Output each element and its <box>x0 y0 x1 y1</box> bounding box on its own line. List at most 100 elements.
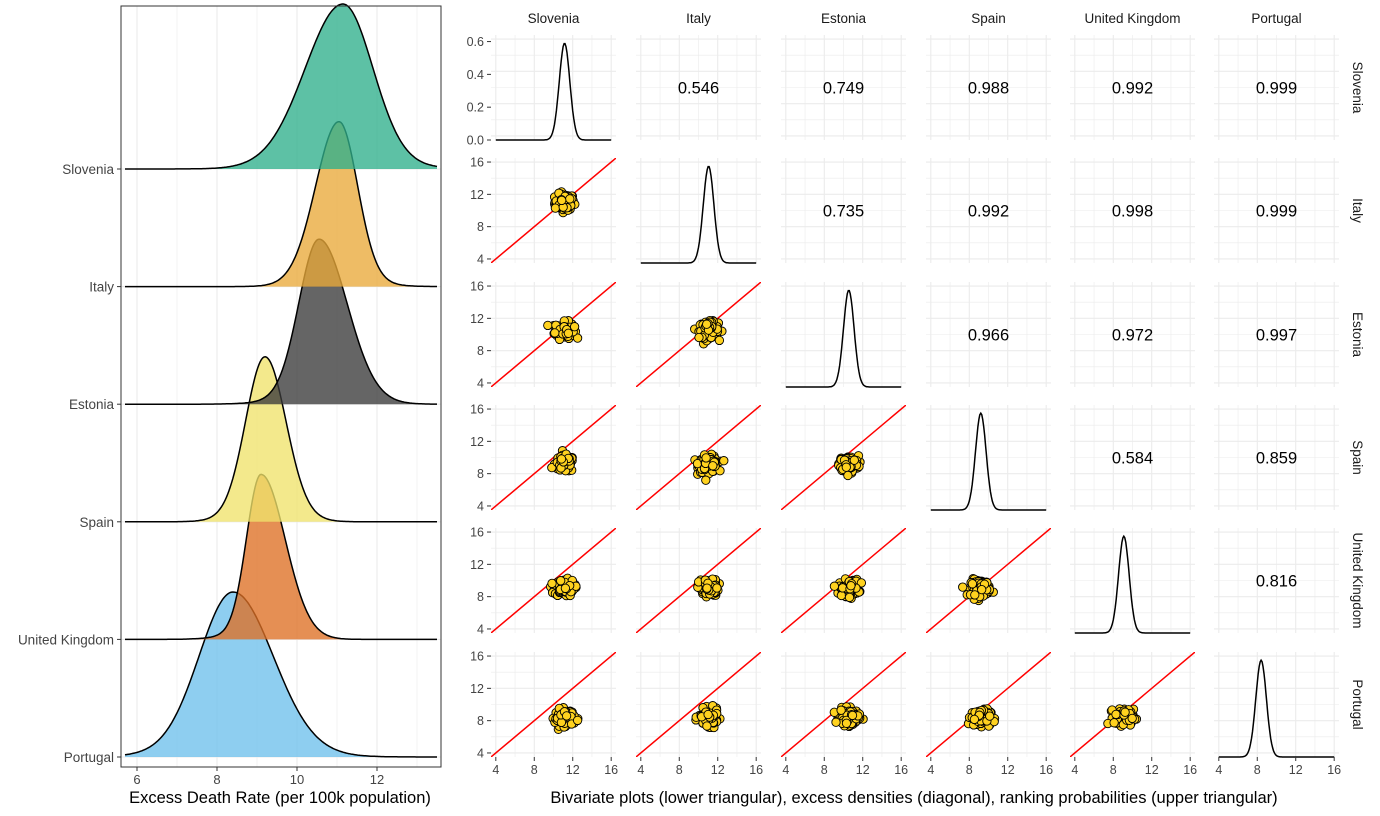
scatter-y-tick-label: 16 <box>470 156 484 170</box>
scatter-x-tick-label: 8 <box>676 763 683 777</box>
ridgeline-category-label-spain: Spain <box>79 515 114 530</box>
ridgeline-x-tick-label: 12 <box>370 772 384 787</box>
scatter-point <box>702 319 712 329</box>
density-curve-estonia <box>785 289 902 388</box>
scatter-point <box>694 332 704 343</box>
scatter-y-tick-label: 16 <box>470 650 484 664</box>
panel-united-kingdom-italy <box>636 528 761 633</box>
scatter-point <box>708 461 718 471</box>
scatter-point <box>701 475 711 485</box>
panel-united-kingdom-estonia <box>781 528 906 633</box>
density-curve-spain <box>930 411 1047 511</box>
scatter-y-tick-label: 12 <box>470 188 484 202</box>
ridge-area-estonia <box>125 239 437 405</box>
reference-line-y-equals-x <box>491 652 616 757</box>
row-strip-label-estonia: Estonia <box>1350 312 1365 358</box>
row-strip-label-portugal: Portugal <box>1350 679 1365 729</box>
ranking-probability-label: 0.816 <box>1256 573 1297 591</box>
ranking-probability-label: 0.998 <box>1112 203 1153 221</box>
scatter-point <box>958 582 968 592</box>
scatter-x-tick-label: 12 <box>1145 763 1159 777</box>
scatter-point <box>701 453 711 463</box>
panel-italy-italy <box>636 158 761 264</box>
scatter-x-tick-label: 12 <box>1001 763 1015 777</box>
panel-slovenia-slovenia <box>491 35 616 141</box>
scatter-x-tick-label: 8 <box>531 763 538 777</box>
ridgeline-category-label-portugal: Portugal <box>64 750 114 765</box>
scatter-point <box>967 579 978 589</box>
column-strip-label-slovenia: Slovenia <box>528 11 580 26</box>
scatter-point <box>843 470 853 481</box>
scatter-x-tick-label: 4 <box>492 763 499 777</box>
scatter-x-tick-label: 4 <box>1215 763 1222 777</box>
panel-estonia-estonia <box>781 282 906 388</box>
panel-italy-spain: 0.992 <box>926 158 1051 263</box>
scatter-y-tick-label: 12 <box>470 312 484 326</box>
density-y-tick-label: 0.6 <box>467 35 484 49</box>
scatter-point <box>703 709 713 720</box>
scatter-point <box>563 328 574 338</box>
density-y-tick-label: 0.0 <box>467 134 484 148</box>
scatter-point <box>970 590 980 600</box>
scatter-y-tick-label: 8 <box>477 220 484 234</box>
ranking-probability-label: 0.584 <box>1112 450 1153 468</box>
ridgeline-x-axis-label: Excess Death Rate (per 100k population) <box>129 789 431 807</box>
scatter-x-tick-label: 4 <box>782 763 789 777</box>
panel-portugal-portugal <box>1214 652 1339 758</box>
scatter-point <box>702 721 712 731</box>
ranking-probability-label: 0.988 <box>968 80 1009 98</box>
panel-portugal-slovenia <box>491 652 616 757</box>
scatter-x-tick-label: 12 <box>566 763 580 777</box>
scatter-x-tick-label: 8 <box>1254 763 1261 777</box>
panel-united-kingdom-portugal: 0.816 <box>1214 528 1339 633</box>
scatter-point <box>719 456 729 466</box>
panel-united-kingdom-slovenia <box>491 528 616 633</box>
ridge-line-united-kingdom <box>125 473 437 641</box>
scatter-point <box>836 705 846 715</box>
scatter-y-tick-label: 12 <box>470 558 484 572</box>
panel-portugal-united-kingdom <box>1070 652 1195 757</box>
scatter-y-tick-label: 12 <box>470 682 484 696</box>
panel-estonia-italy <box>636 282 761 387</box>
scatter-point <box>572 333 583 343</box>
panel-spain-estonia <box>781 405 906 510</box>
ranking-probability-label: 0.992 <box>968 203 1009 221</box>
scatter-point <box>847 710 858 721</box>
scatter-y-tick-label: 16 <box>470 280 484 294</box>
ridge-line-italy <box>125 120 437 288</box>
scatter-point <box>831 717 841 727</box>
scatter-x-tick-label: 4 <box>637 763 644 777</box>
row-strip-label-spain: Spain <box>1350 440 1365 475</box>
ridge-line-estonia <box>125 238 437 405</box>
scatter-y-tick-label: 8 <box>477 467 484 481</box>
panel-estonia-united-kingdom: 0.972 <box>1070 282 1195 387</box>
scatter-x-tick-label: 12 <box>856 763 870 777</box>
ranking-probability-label: 0.749 <box>823 80 864 98</box>
scatter-point <box>841 462 851 472</box>
scatter-y-tick-label: 4 <box>477 499 484 513</box>
ridge-area-slovenia <box>125 4 437 169</box>
scatter-point <box>565 194 575 204</box>
panel-slovenia-estonia: 0.749 <box>781 35 906 140</box>
scatter-point <box>712 583 722 593</box>
scatter-point <box>846 581 856 591</box>
panel-slovenia-spain: 0.988 <box>926 35 1051 140</box>
ranking-probability-label: 0.966 <box>968 327 1009 345</box>
panel-slovenia-italy: 0.546 <box>636 35 761 140</box>
ridgeline-category-label-slovenia: Slovenia <box>62 162 114 177</box>
scatter-point <box>1109 718 1119 728</box>
scatter-point <box>557 195 567 206</box>
scatter-x-tick-label: 12 <box>711 763 725 777</box>
panel-spain-portugal: 0.859 <box>1214 405 1339 510</box>
row-strip-label-italy: Italy <box>1350 198 1365 223</box>
ranking-probability-label: 0.735 <box>823 203 864 221</box>
ridgeline-category-label-italy: Italy <box>89 280 114 295</box>
column-strip-label-united-kingdom: United Kingdom <box>1084 11 1180 26</box>
ranking-probability-label: 0.546 <box>678 80 719 98</box>
panel-estonia-slovenia <box>491 282 616 387</box>
panel-estonia-portugal: 0.997 <box>1214 282 1339 387</box>
ridge-area-italy <box>125 121 437 287</box>
ridge-area-united-kingdom <box>125 474 437 640</box>
